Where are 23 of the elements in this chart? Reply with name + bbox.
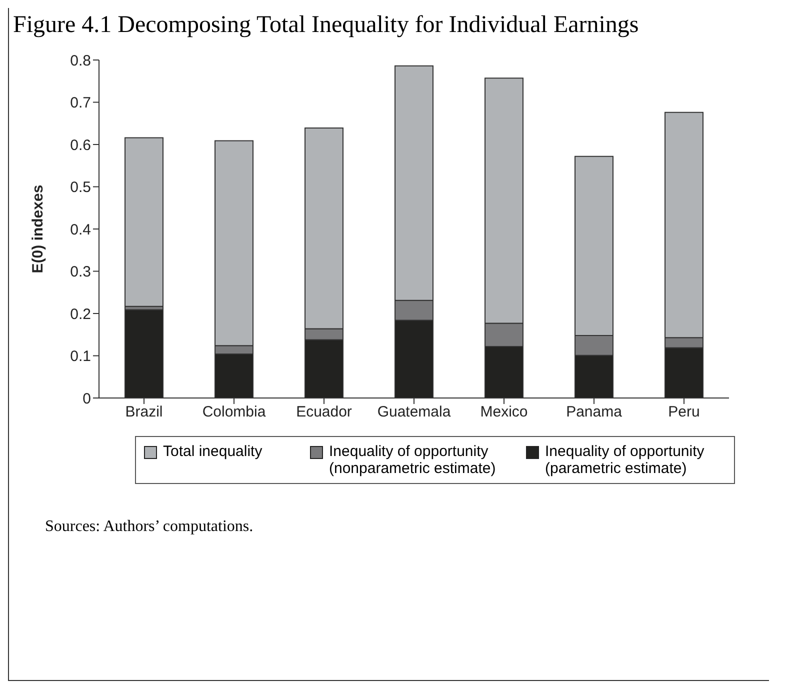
y-tick-label: 0.5: [70, 179, 91, 196]
x-tick-label: Colombia: [202, 404, 266, 421]
x-tick-label: Peru: [668, 404, 700, 421]
x-tick-label: Mexico: [480, 404, 528, 421]
y-axis-title: E(0) indexes: [29, 184, 46, 274]
y-tick-label: 0.8: [70, 52, 91, 70]
x-tick-label: Brazil: [125, 404, 163, 421]
y-tick-label: 0.2: [70, 306, 91, 323]
legend-label: Total inequality: [163, 443, 262, 460]
y-tick-label: 0: [82, 390, 91, 408]
x-tick-label: Guatemala: [377, 404, 452, 421]
bar: [124, 137, 164, 307]
y-tick-label: 0.1: [70, 348, 91, 366]
source-note: Sources: Authors’ computations.: [45, 518, 254, 536]
legend-label: Inequality of opportunity (parametric estimate): [545, 443, 706, 477]
chart-title: Figure 4.1 Decomposing Total Inequality for Individual Earnings: [12, 11, 640, 38]
legend-label: Inequality of opportunity (nonparametric estimate): [329, 443, 497, 477]
x-tick-label: Ecuador: [296, 404, 352, 421]
y-tick-label: 0.7: [70, 94, 91, 112]
x-tick-label: Panama: [566, 404, 623, 421]
y-tick-label: 0.4: [70, 221, 91, 238]
y-tick-label: 0.6: [70, 136, 91, 154]
y-tick-label: 0.3: [70, 264, 91, 281]
